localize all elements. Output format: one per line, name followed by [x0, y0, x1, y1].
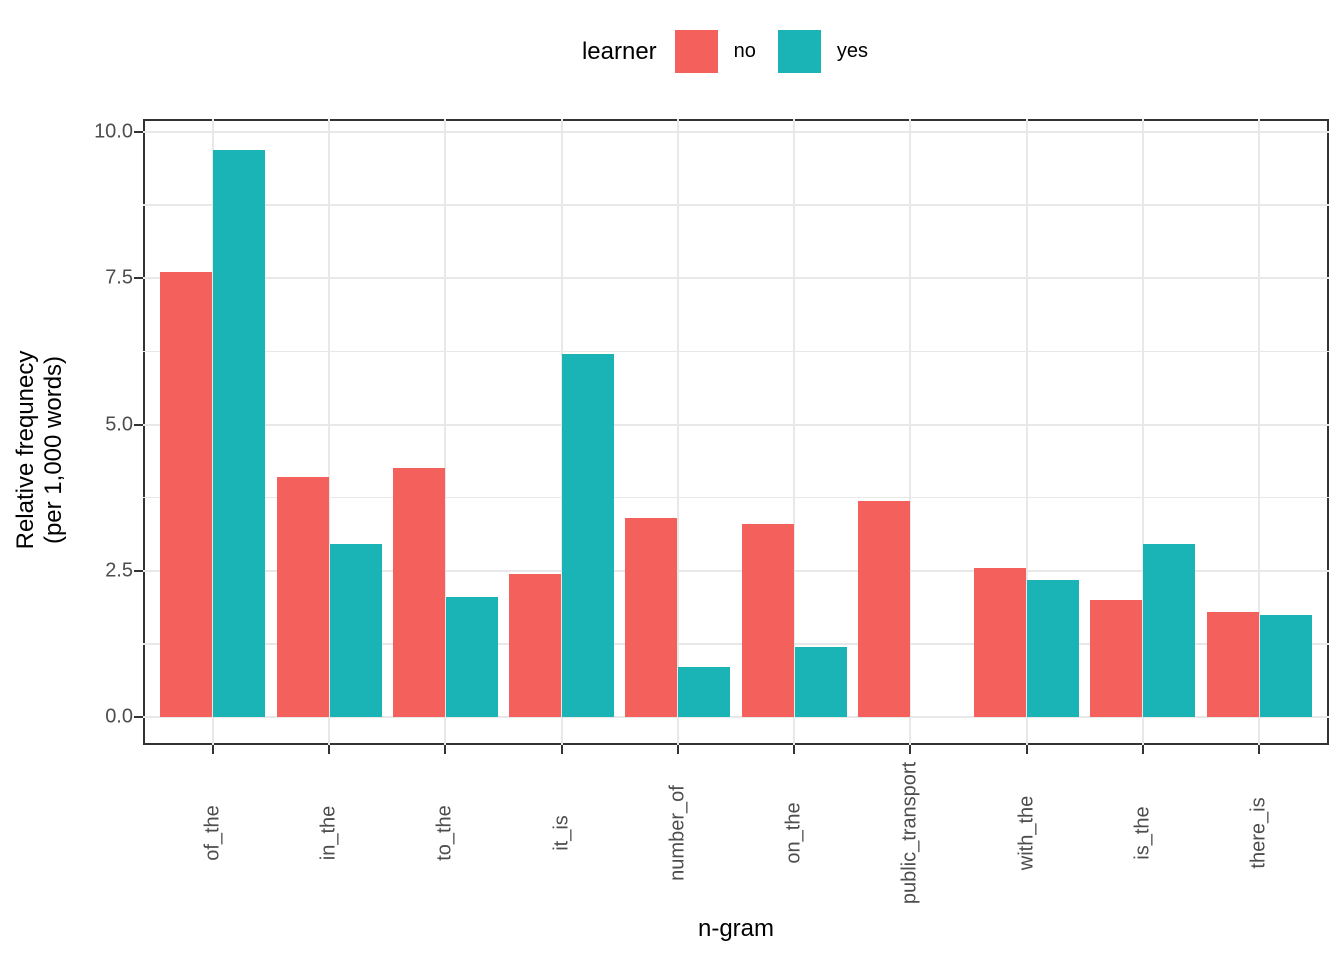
- bar-on_the-yes: [794, 646, 847, 717]
- bar-is_the-yes: [1143, 544, 1196, 717]
- bar-with_the-no: [974, 567, 1027, 717]
- bar-with_the-yes: [1027, 579, 1080, 717]
- y-tick-mark: [134, 569, 143, 572]
- x-tick-label-there_is: there_is: [1247, 797, 1270, 869]
- x-tick-label-in_the: in_the: [317, 805, 340, 861]
- legend-label-no: no: [733, 40, 756, 62]
- gridline-category: [676, 119, 679, 745]
- y-axis-title: Relative frequnecy (per 1,000 words): [10, 170, 70, 730]
- y-tick-label: 2.5: [105, 559, 133, 582]
- legend-swatch-yes: [777, 30, 821, 73]
- y-tick-label: 10.0: [94, 120, 133, 143]
- gridline-major: [143, 569, 1329, 572]
- bar-to_the-no: [392, 468, 445, 717]
- gridline-major: [143, 277, 1329, 280]
- legend-label-yes: yes: [836, 40, 869, 62]
- x-tick-mark: [793, 745, 796, 754]
- bar-of_the-yes: [213, 149, 266, 717]
- bar-number_of-yes: [678, 667, 731, 717]
- legend-title: learner: [581, 37, 657, 65]
- x-tick-mark: [444, 745, 447, 754]
- y-tick-mark: [134, 716, 143, 718]
- x-tick-label-to_the: to_the: [433, 805, 456, 861]
- bar-it_is-no: [509, 573, 562, 717]
- x-tick-label-of_the: of_the: [201, 805, 224, 861]
- y-tick-label: 5.0: [105, 413, 133, 435]
- bar-public_transport-no: [857, 500, 910, 717]
- y-axis-title-line1: Relative frequnecy: [12, 350, 39, 550]
- bar-there_is-yes: [1259, 614, 1312, 717]
- x-tick-label-with_the: with_the: [1015, 795, 1038, 871]
- y-tick-mark: [134, 423, 143, 426]
- gridline-category: [1141, 119, 1144, 745]
- bar-in_the-no: [276, 477, 329, 717]
- gridline-category: [1025, 119, 1028, 745]
- bar-on_the-no: [741, 523, 794, 717]
- gridline-category: [444, 119, 447, 745]
- x-tick-mark: [1258, 745, 1261, 754]
- x-tick-mark: [1025, 745, 1028, 754]
- y-tick-mark: [134, 131, 143, 133]
- legend: learner no yes: [143, 30, 1329, 73]
- bar-to_the-yes: [445, 597, 498, 717]
- bar-number_of-no: [625, 518, 678, 717]
- bar-is_the-no: [1090, 600, 1143, 717]
- gridline-category: [909, 119, 912, 745]
- x-tick-label-public_transport: public_transport: [898, 761, 921, 905]
- x-axis-title: n-gram: [697, 915, 775, 942]
- gridline-minor: [143, 643, 1329, 645]
- x-tick-label-it_is: it_is: [550, 815, 573, 851]
- plot-panel: [143, 119, 1329, 745]
- x-tick-label-is_the: is_the: [1131, 806, 1154, 860]
- gridline-minor: [143, 496, 1329, 499]
- plot-area: [143, 119, 1329, 745]
- y-tick-label: 7.5: [105, 266, 133, 289]
- y-tick-mark: [134, 277, 143, 280]
- x-tick-mark: [909, 745, 912, 754]
- gridline-major: [143, 131, 1329, 133]
- x-tick-label-on_the: on_the: [782, 802, 805, 864]
- x-tick-mark: [328, 745, 331, 754]
- gridline-category: [328, 119, 331, 745]
- bar-there_is-no: [1206, 611, 1259, 717]
- y-tick-label: 0.0: [105, 705, 133, 728]
- y-axis-title-line2: (per 1,000 words): [40, 355, 67, 545]
- bar-of_the-no: [160, 272, 213, 717]
- bar-it_is-yes: [562, 354, 615, 717]
- gridline-minor: [143, 204, 1329, 206]
- gridline-minor: [143, 350, 1329, 353]
- x-tick-mark: [1141, 745, 1144, 754]
- gridline-major: [143, 423, 1329, 426]
- gridline-category: [211, 119, 214, 745]
- legend-item-no: no: [674, 30, 759, 73]
- x-tick-label-number_of: number_of: [666, 785, 689, 881]
- x-tick-mark: [560, 745, 563, 754]
- legend-item-yes: yes: [777, 30, 871, 73]
- gridline-category: [560, 119, 563, 745]
- gridline-category: [793, 119, 796, 745]
- bar-in_the-yes: [329, 544, 382, 717]
- legend-swatch-no: [674, 30, 718, 73]
- gridline-category: [1258, 119, 1261, 745]
- x-tick-mark: [676, 745, 679, 754]
- x-tick-mark: [211, 745, 214, 754]
- gridline-major: [143, 716, 1329, 718]
